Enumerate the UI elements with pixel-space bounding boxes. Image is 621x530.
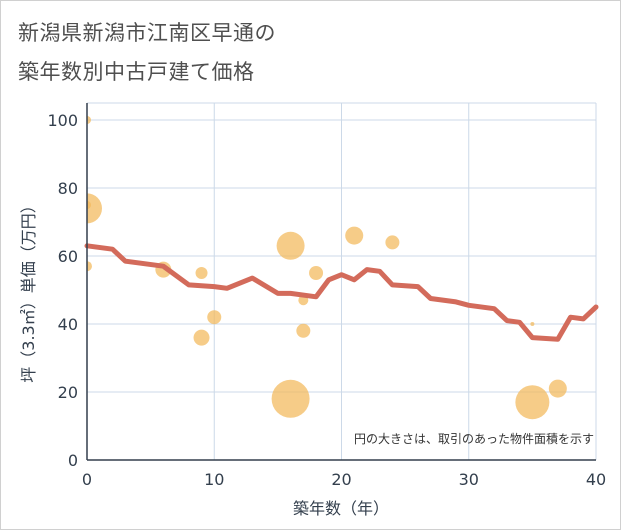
y-tick-label: 0 [68,451,78,470]
trend-line [84,243,599,342]
bubble-layer [87,116,567,420]
bubble-point [385,235,400,250]
y-tick-label: 80 [58,179,78,198]
bubble-point [530,322,535,326]
y-axis-title: 坪（3.3㎡）単価（万円） [19,197,38,382]
bubble-point [87,201,91,209]
grid-lines [87,102,597,460]
x-tick-label: 10 [204,470,224,489]
x-tick-label: 30 [459,470,479,489]
trend-layer [84,243,599,342]
y-tick-label: 20 [58,383,78,402]
bubble-point [87,193,102,224]
bubble-size-note: 円の大きさは、取引のあった物件面積を示す [354,431,594,446]
x-tick-label: 20 [331,470,351,489]
y-tick-label: 40 [58,315,78,334]
bubble-point [309,266,324,280]
tick-labels: 0 10 20 30 40 0 20 40 60 80 100 [47,111,606,489]
bubble-point [207,310,222,325]
axes [86,103,596,461]
bubble-point [193,329,210,346]
chart-title-line-1: 新潟県新潟市江南区早通の [18,21,276,45]
bubble-point [548,379,567,398]
y-tick-label: 60 [58,247,78,266]
bubble-point [515,385,550,420]
x-tick-label: 0 [82,470,92,489]
x-axis-title: 築年数（年） [293,499,389,518]
bubble-point [87,116,91,124]
bubble-point [296,323,311,338]
x-tick-label: 40 [586,470,606,489]
bubble-point [195,267,208,279]
chart-title-line-2: 築年数別中古戸建て価格 [18,60,255,84]
bubble-point [345,226,364,245]
bubble-point [271,379,310,418]
bubble-point [276,231,305,260]
bubble-point [87,261,92,272]
y-tick-label: 100 [47,111,78,130]
